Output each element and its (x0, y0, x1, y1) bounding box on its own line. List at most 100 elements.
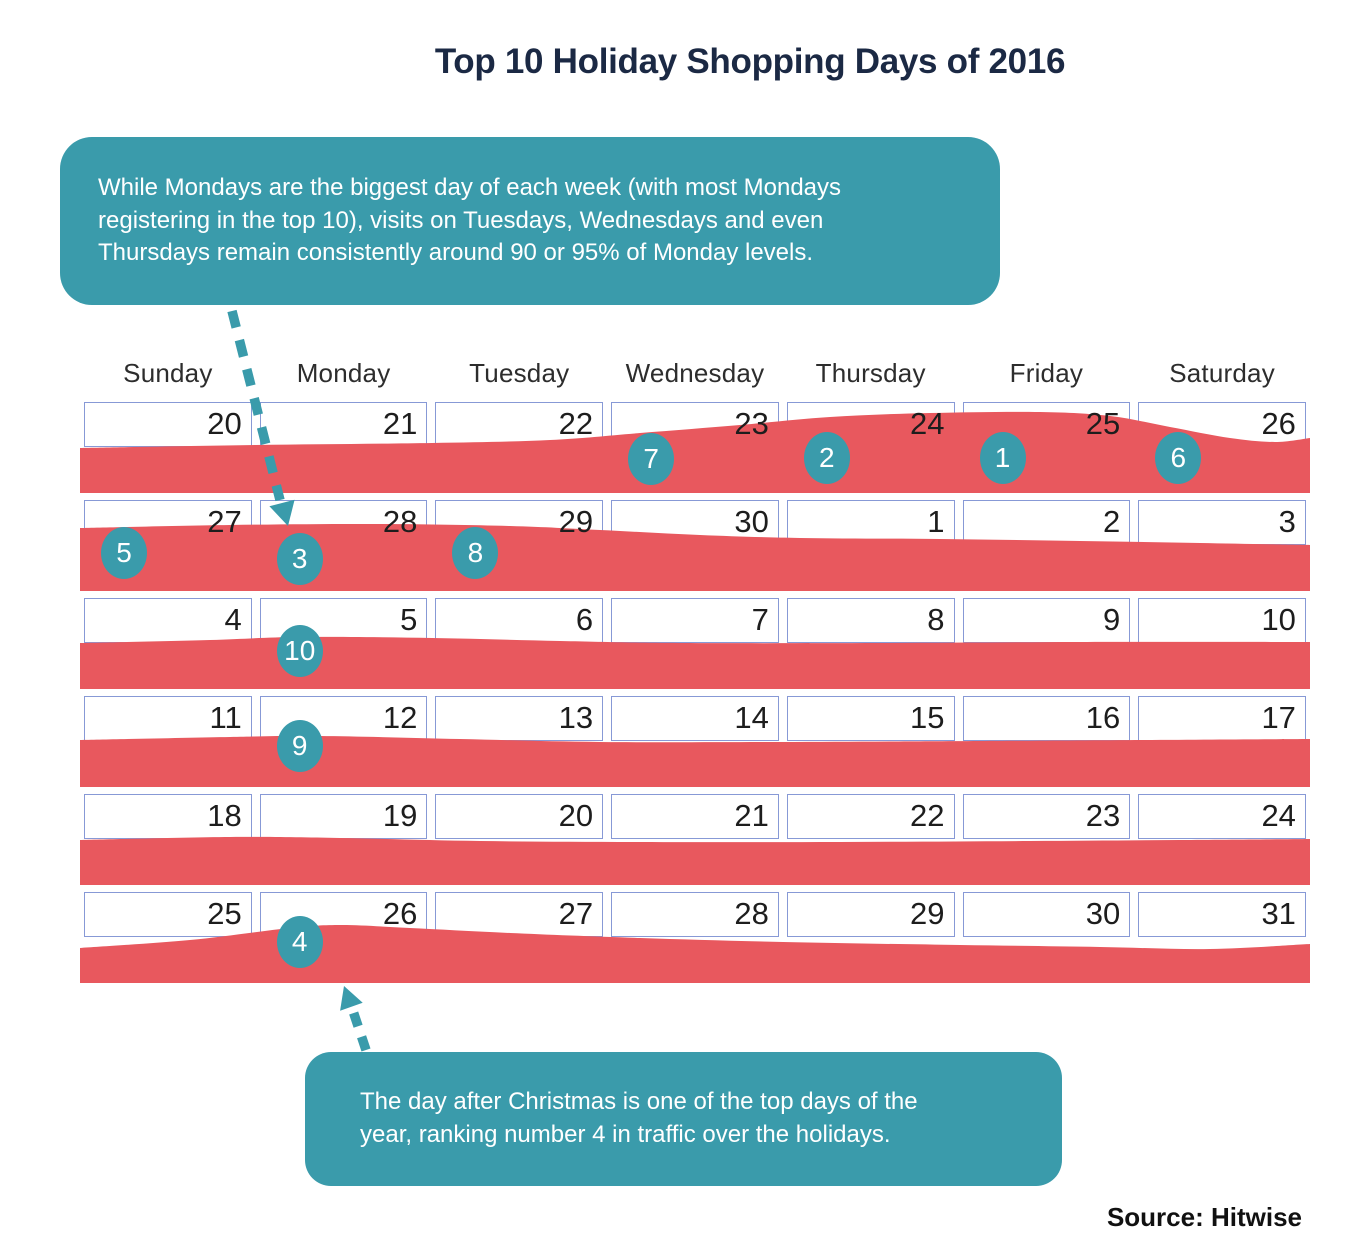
date-number: 16 (1085, 700, 1121, 735)
date-number: 23 (1085, 798, 1121, 833)
calendar-cell: 21 (611, 794, 779, 839)
rank-badge-4: 4 (276, 916, 323, 968)
date-number: 15 (910, 700, 945, 735)
date-number: 30 (1085, 896, 1121, 931)
rank-badge-8: 8 (452, 527, 499, 579)
day-header-thursday: Thursday (815, 358, 926, 388)
date-number: 7 (751, 602, 769, 637)
rank-badge-1: 1 (979, 432, 1026, 484)
rank-badge-number: 7 (643, 443, 659, 474)
traffic-wave-week-5 (80, 836, 1310, 885)
day-header-saturday: Saturday (1169, 358, 1275, 388)
week-row-4: 11 12 13 14 15 16 17 9 (80, 696, 1310, 787)
date-number: 12 (382, 700, 418, 735)
date-number: 24 (910, 406, 945, 441)
date-number: 11 (209, 700, 242, 735)
day-header-tuesday: Tuesday (469, 358, 570, 388)
week-row-2: 27 28 29 30 1 2 3 5 3 8 (80, 500, 1310, 591)
rank-badge-number: 8 (467, 537, 484, 568)
date-number: 31 (1261, 896, 1296, 931)
date-number: 28 (734, 896, 769, 931)
calendar-cell: 15 (786, 696, 955, 741)
day-header-friday: Friday (1009, 358, 1084, 388)
calendar-cell: 19 (259, 794, 428, 839)
date-number: 25 (207, 896, 242, 931)
date-number: 9 (1102, 602, 1121, 637)
page-title: Top 10 Holiday Shopping Days of 2016 (434, 42, 1066, 81)
rank-badge-number: 10 (284, 635, 316, 666)
calendar-cell: 22 (786, 794, 955, 839)
date-number: 3 (1278, 504, 1296, 539)
date-number: 17 (1261, 700, 1296, 735)
rank-badge-number: 1 (994, 442, 1011, 473)
date-number: 2 (1102, 504, 1121, 539)
date-number: 21 (382, 406, 418, 441)
rank-badge-7: 7 (628, 433, 675, 485)
calendar-cell: 27 (435, 892, 604, 937)
calendar-cell: 25 (84, 892, 252, 937)
date-number: 24 (1261, 798, 1296, 833)
rank-badge-number: 6 (1170, 442, 1187, 473)
date-number: 18 (207, 798, 242, 833)
date-number: 26 (1261, 406, 1296, 441)
date-number: 14 (734, 700, 769, 735)
callout-mondays: While Mondays are the biggest day of eac… (60, 137, 1000, 305)
traffic-wave-week-4 (80, 735, 1310, 787)
rank-badge-6: 6 (1155, 432, 1202, 484)
calendar-cell: 23 (962, 794, 1131, 839)
calendar-cell: 3 (1138, 500, 1306, 545)
date-number: 20 (558, 798, 594, 833)
calendar-cell: 13 (435, 696, 604, 741)
rank-badge-number: 4 (291, 926, 308, 957)
date-number: 13 (558, 700, 594, 735)
calendar-cell: 7 (611, 598, 779, 643)
week-row-6: 25 26 27 28 29 30 31 4 (80, 892, 1310, 983)
date-number: 10 (1261, 602, 1296, 637)
calendar-cell: 17 (1138, 696, 1306, 741)
calendar-cell: 20 (435, 794, 604, 839)
calendar-cell: 16 (962, 696, 1131, 741)
date-number: 25 (1085, 406, 1121, 441)
calendar-cell: 20 (84, 402, 252, 447)
traffic-wave-week-2 (80, 523, 1310, 591)
calendar-cell: 22 (435, 402, 604, 447)
callout-day-after-christmas-text: The day after Christmas is one of the to… (360, 1088, 918, 1148)
date-number: 21 (734, 798, 769, 833)
date-number: 6 (575, 602, 594, 637)
day-header-monday: Monday (296, 358, 391, 388)
date-number: 22 (910, 798, 945, 833)
day-headers: Sunday Monday Tuesday Wednesday Thursday Frid… (80, 358, 1310, 389)
rank-badge-3: 3 (276, 533, 323, 585)
traffic-wave-week-3 (80, 636, 1310, 689)
calendar-cell: 28 (611, 892, 779, 937)
date-number: 8 (927, 602, 945, 637)
rank-badge-5: 5 (101, 527, 147, 579)
week-row-1: 20 21 22 23 24 25 26 7 2 1 6 (80, 402, 1310, 493)
traffic-wave-week-1 (80, 411, 1310, 493)
date-number: 1 (927, 504, 945, 539)
date-number: 27 (207, 504, 242, 539)
calendar-cell: 8 (786, 598, 955, 643)
week-row-3: 4 5 6 7 8 9 10 10 (80, 598, 1310, 689)
week-row-5: 18 19 20 21 22 23 24 (80, 794, 1310, 885)
rank-badge-number: 3 (291, 543, 308, 574)
calendar-cell: 11 (84, 696, 252, 741)
calendar-cell: 31 (1138, 892, 1306, 937)
day-header-sunday: Sunday (123, 358, 213, 388)
calendar-cell: 24 (1138, 794, 1306, 839)
date-number: 28 (382, 504, 418, 539)
rank-badge-9: 9 (276, 720, 323, 772)
rank-badge-number: 9 (291, 730, 308, 761)
calendar-cell: 29 (786, 892, 955, 937)
date-number: 20 (207, 406, 242, 441)
calendar-cell: 2 (962, 500, 1131, 545)
date-number: 29 (910, 896, 945, 931)
date-number: 29 (558, 504, 594, 539)
source-credit: Source: Hitwise (1106, 1202, 1302, 1232)
calendar-cell: 4 (84, 598, 252, 643)
day-header-wednesday: Wednesday (625, 358, 765, 388)
traffic-wave-week-6 (80, 925, 1310, 983)
date-number: 22 (558, 406, 594, 441)
callout-day-after-christmas: The day after Christmas is one of the to… (305, 1052, 1062, 1186)
